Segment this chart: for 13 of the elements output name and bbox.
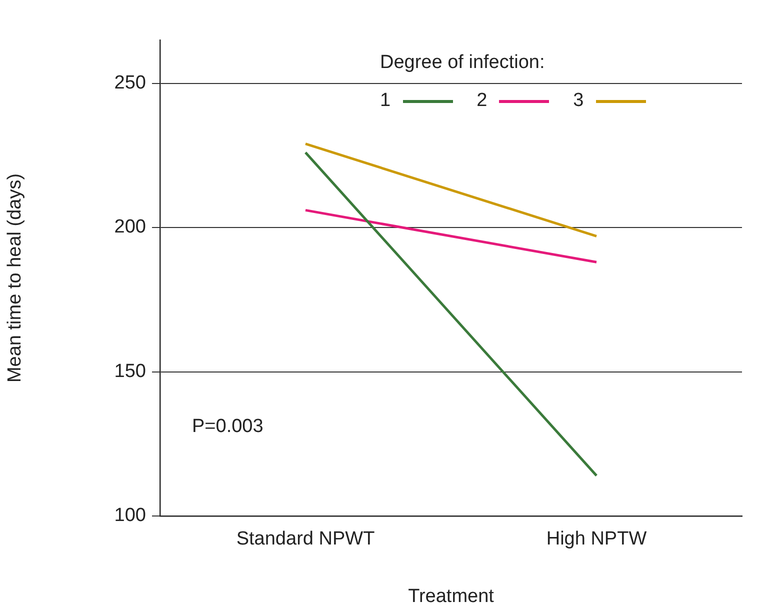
x-axis-title: Treatment bbox=[408, 586, 495, 607]
annotation: P=0.003 bbox=[192, 416, 264, 437]
x-tick-label: High NPTW bbox=[546, 528, 647, 550]
x-tick-label: Standard NPWT bbox=[236, 528, 376, 550]
y-tick-label: 150 bbox=[114, 360, 146, 382]
legend-label: 1 bbox=[380, 90, 391, 112]
y-tick-label: 250 bbox=[114, 72, 146, 94]
y-axis-title: Mean time to heal (days) bbox=[4, 173, 26, 383]
legend-label: 2 bbox=[476, 90, 488, 112]
legend-title: Degree of infection: bbox=[380, 52, 546, 74]
y-tick-label: 100 bbox=[114, 505, 146, 526]
legend-label: 3 bbox=[573, 90, 584, 112]
y-tick-label: 200 bbox=[114, 216, 146, 238]
